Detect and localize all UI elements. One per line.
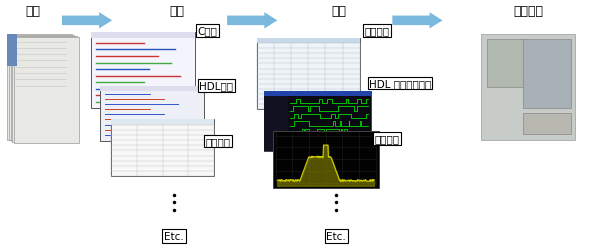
FancyArrow shape — [227, 13, 277, 29]
Bar — [523, 40, 571, 108]
Bar — [9, 36, 74, 141]
Text: 検証: 検証 — [332, 5, 347, 18]
Text: エクセル: エクセル — [365, 26, 389, 36]
Bar — [111, 120, 214, 176]
Text: Etc.: Etc. — [164, 231, 184, 241]
Bar — [264, 91, 371, 151]
Bar — [523, 114, 571, 135]
Bar — [111, 120, 214, 126]
Bar — [7, 35, 17, 66]
Text: HDL シミュレータ: HDL シミュレータ — [369, 79, 431, 89]
Bar — [100, 86, 204, 91]
Bar — [257, 39, 360, 110]
Text: 実機試験: 実機試験 — [513, 5, 543, 18]
Bar — [100, 86, 204, 141]
Text: C言語: C言語 — [198, 26, 218, 36]
Bar — [12, 37, 77, 142]
Bar — [264, 91, 371, 97]
Text: スペアナ: スペアナ — [375, 134, 399, 144]
Bar — [11, 36, 76, 142]
Text: エクセル: エクセル — [205, 136, 230, 146]
Bar — [91, 32, 195, 39]
Bar — [487, 40, 525, 88]
Text: 仕様: 仕様 — [25, 5, 40, 18]
Bar — [14, 38, 79, 143]
Text: HDL言語: HDL言語 — [199, 81, 234, 91]
Text: Etc.: Etc. — [326, 231, 346, 241]
Bar — [481, 35, 575, 140]
Bar — [91, 32, 195, 109]
Bar — [7, 35, 72, 140]
Bar — [264, 97, 288, 151]
FancyArrow shape — [62, 13, 112, 29]
Bar — [273, 131, 379, 188]
Bar — [257, 39, 360, 44]
FancyArrow shape — [392, 13, 442, 29]
Text: 設計: 設計 — [169, 5, 185, 18]
